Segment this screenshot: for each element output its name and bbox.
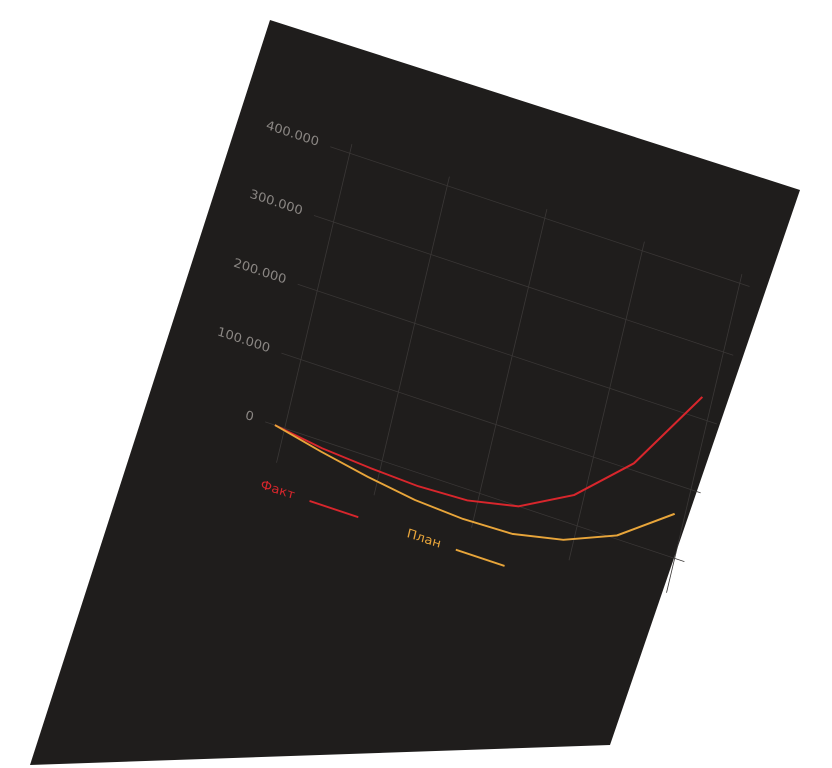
paper: [30, 20, 800, 765]
v-grid-line: [666, 273, 743, 593]
v-grid-line: [471, 208, 548, 528]
legend-swatch: [309, 500, 359, 519]
grid-line: [330, 146, 750, 287]
v-grid-line: [276, 143, 353, 463]
series-line: [274, 396, 704, 508]
grid-line: [297, 283, 718, 425]
grid-line: [265, 421, 685, 562]
series-line: [274, 424, 676, 541]
grid-line: [313, 215, 734, 356]
v-grid-line: [568, 241, 645, 561]
grid-line: [281, 352, 701, 494]
legend-swatch: [455, 548, 505, 567]
v-grid-line: [373, 176, 450, 496]
y-tick-label: 0: [244, 408, 255, 425]
